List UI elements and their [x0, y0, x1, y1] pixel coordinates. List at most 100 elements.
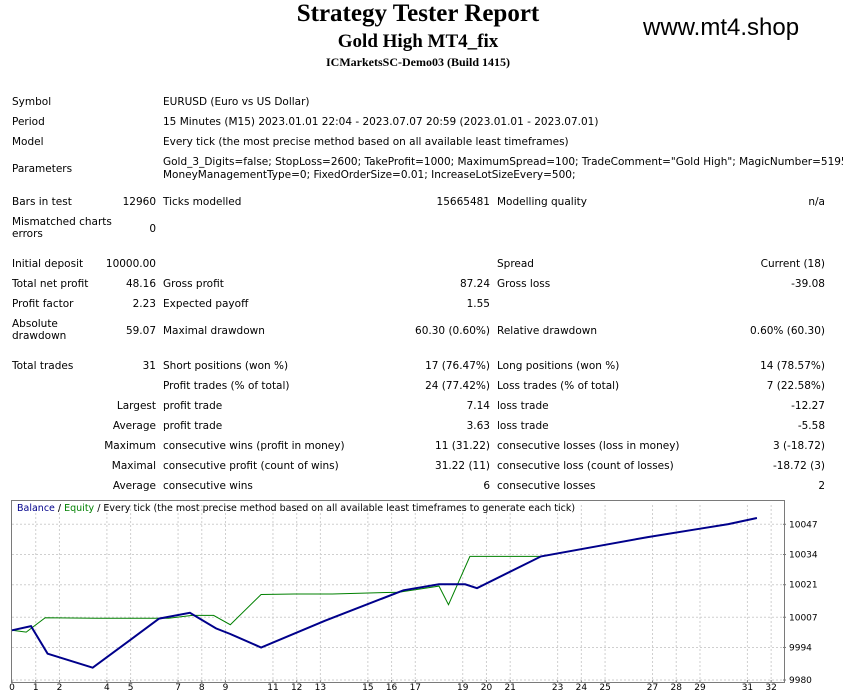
total-trades-label: Total trades — [12, 360, 74, 372]
average-profit-value: 3.63 — [466, 420, 490, 432]
rel-drawdown-value: 0.60% (60.30) — [750, 325, 825, 337]
y-tick-label: 10007 — [789, 613, 818, 623]
gross-loss-label: Gross loss — [497, 278, 551, 290]
loss-trades-value: 7 (22.58%) — [766, 380, 825, 392]
avg-consec-wins-value: 6 — [483, 480, 490, 492]
max-drawdown-value: 60.30 (0.60%) — [415, 325, 490, 337]
expected-payoff-label: Expected payoff — [163, 298, 249, 310]
symbol-label: Symbol — [12, 96, 52, 108]
maximal-consec-profit-value: 31.22 (11) — [435, 460, 490, 472]
model-value: Every tick (the most precise method base… — [163, 136, 569, 148]
watermark: www.mt4.shop — [643, 14, 800, 41]
x-tick-label: 16 — [386, 683, 398, 693]
legend-equity: Equity — [64, 503, 95, 514]
x-tick-label: 27 — [647, 683, 658, 693]
x-tick-label: 21 — [504, 683, 515, 693]
x-tick-label: 17 — [410, 683, 421, 693]
x-tick-label: 7 — [175, 683, 181, 693]
equity-line — [11, 517, 758, 633]
x-tick-label: 15 — [362, 683, 373, 693]
balance-line — [11, 517, 758, 669]
ticks-label: Ticks modelled — [163, 196, 242, 208]
gross-profit-value: 87.24 — [459, 278, 490, 290]
profit-factor-label: Profit factor — [12, 298, 74, 310]
mismatch-label: Mismatched charts errors — [12, 216, 112, 240]
expected-payoff-value: 1.55 — [466, 298, 490, 310]
loss-trades-label: Loss trades (% of total) — [497, 380, 620, 392]
y-tick-label: 9980 — [789, 676, 812, 686]
model-label: Model — [12, 136, 44, 148]
x-tick-label: 24 — [576, 683, 588, 693]
average-loss-label: loss trade — [497, 420, 549, 432]
symbol-value: EURUSD (Euro vs US Dollar) — [163, 96, 310, 108]
period-value: 15 Minutes (M15) 2023.01.01 22:04 - 2023… — [163, 116, 599, 128]
x-tick-label: 32 — [765, 683, 776, 693]
parameters-value-line2: MoneyManagementType=0; FixedOrderSize=0.… — [163, 169, 576, 181]
x-tick-label: 0 — [9, 683, 15, 693]
parameters-value-line1: Gold_3_Digits=false; StopLoss=2600; Take… — [163, 156, 843, 168]
x-tick-label: 8 — [199, 683, 205, 693]
max-consec-losses-label: consecutive losses (loss in money) — [497, 440, 680, 452]
max-drawdown-label: Maximal drawdown — [163, 325, 265, 337]
avg-consec-wins-label: consecutive wins — [163, 480, 253, 492]
abs-drawdown-value: 59.07 — [125, 325, 156, 337]
y-tick-label: 10047 — [789, 520, 818, 530]
maximal-consec-loss-label: consecutive loss (count of losses) — [497, 460, 674, 472]
quality-label: Modelling quality — [497, 196, 587, 208]
short-positions-label: Short positions (won %) — [163, 360, 289, 372]
maximal-label: Maximal — [111, 460, 156, 472]
server-name: ICMarketsSC-Demo03 (Build 1415) — [326, 55, 510, 69]
gross-profit-label: Gross profit — [163, 278, 224, 290]
profit-trades-value: 24 (77.42%) — [425, 380, 490, 392]
x-tick-label: 20 — [481, 683, 493, 693]
bars-value: 12960 — [122, 196, 156, 208]
x-tick-label: 4 — [104, 683, 110, 693]
spread-label: Spread — [497, 258, 534, 270]
largest-label: Largest — [116, 400, 156, 412]
long-positions-label: Long positions (won %) — [497, 360, 620, 372]
rel-drawdown-label: Relative drawdown — [497, 325, 598, 337]
legend-description: / Every tick (the most precise method ba… — [94, 503, 576, 514]
maximum-label: Maximum — [104, 440, 156, 452]
x-tick-label: 5 — [128, 683, 134, 693]
max-consec-wins-label: consecutive wins (profit in money) — [163, 440, 345, 452]
avg-consec-losses-label: consecutive losses — [497, 480, 596, 492]
long-positions-value: 14 (78.57%) — [760, 360, 825, 372]
parameters-label: Parameters — [12, 163, 73, 175]
average-consec-label: Average — [112, 480, 156, 492]
period-label: Period — [12, 116, 45, 128]
avg-consec-losses-value: 2 — [818, 480, 825, 492]
profit-factor-value: 2.23 — [132, 298, 156, 310]
bars-label: Bars in test — [12, 196, 72, 208]
x-tick-label: 19 — [457, 683, 469, 693]
net-profit-label: Total net profit — [12, 278, 89, 290]
x-tick-label: 25 — [599, 683, 610, 693]
legend-balance: Balance — [17, 503, 55, 514]
net-profit-value: 48.16 — [125, 278, 156, 290]
y-tick-label: 10021 — [789, 581, 818, 591]
y-tick-label: 10034 — [789, 551, 818, 561]
average-loss-value: -5.58 — [797, 420, 825, 432]
largest-loss-label: loss trade — [497, 400, 549, 412]
x-tick-label: 31 — [742, 683, 753, 693]
initial-deposit-value: 10000.00 — [105, 258, 156, 270]
max-consec-wins-value: 11 (31.22) — [435, 440, 490, 452]
profit-trades-label: Profit trades (% of total) — [163, 380, 290, 392]
largest-profit-value: 7.14 — [466, 400, 490, 412]
ticks-value: 15665481 — [436, 196, 490, 208]
x-tick-label: 1 — [33, 683, 39, 693]
gross-loss-value: -39.08 — [791, 278, 825, 290]
abs-drawdown-label: Absolute drawdown — [12, 318, 67, 342]
chart-legend: Balance / Equity / Every tick (the most … — [17, 503, 575, 514]
largest-profit-label: profit trade — [163, 400, 223, 412]
maximal-consec-loss-value: -18.72 (3) — [772, 460, 825, 472]
total-trades-value: 31 — [142, 360, 156, 372]
spread-value: Current (18) — [760, 258, 825, 270]
report-title: Strategy Tester Report — [296, 0, 540, 27]
x-tick-label: 2 — [57, 683, 63, 693]
average-label: Average — [112, 420, 156, 432]
legend-separator: / — [54, 503, 65, 514]
x-tick-label: 29 — [694, 683, 706, 693]
largest-loss-value: -12.27 — [791, 400, 825, 412]
